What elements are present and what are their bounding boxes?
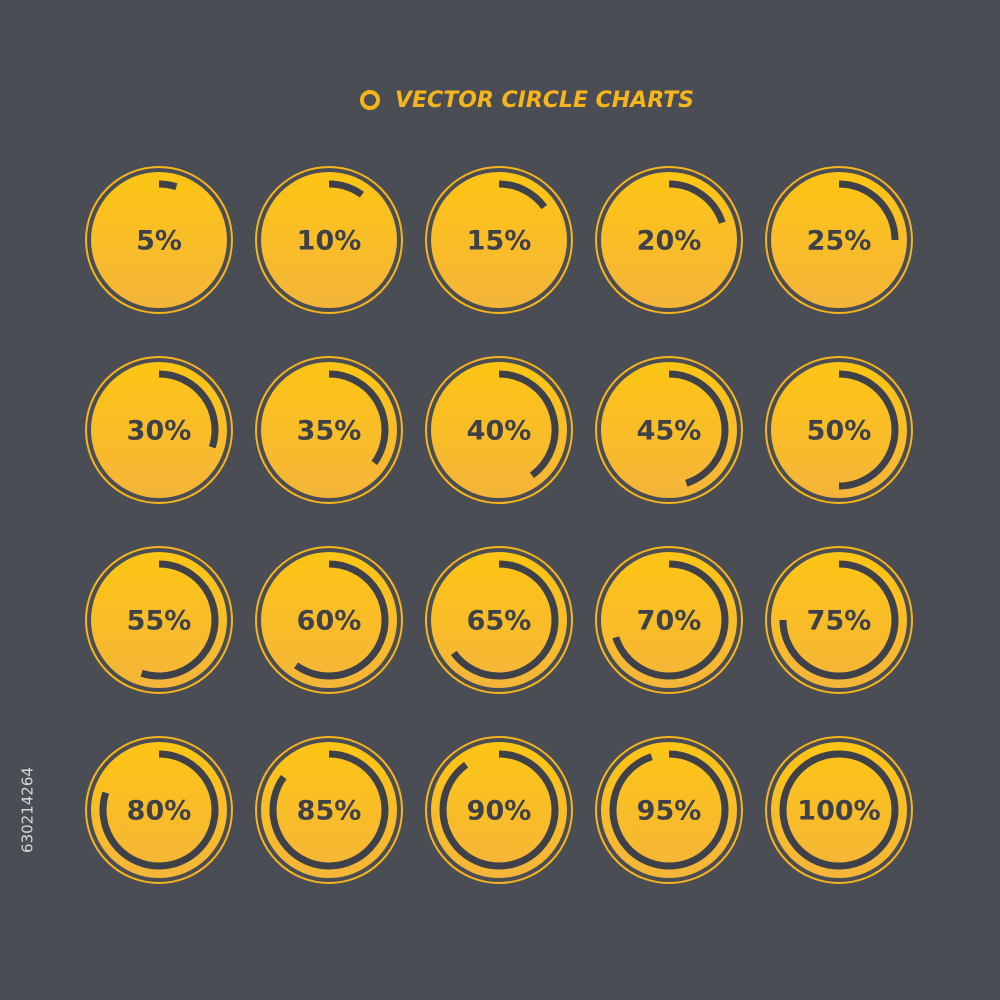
value-label: 45% <box>637 416 702 447</box>
ring-outline <box>85 356 233 504</box>
value-label: 65% <box>467 606 532 637</box>
stock-id: 630214264 <box>19 767 37 853</box>
ring-outline <box>255 736 403 884</box>
ring-outline <box>425 166 573 314</box>
progress-arc <box>609 750 729 870</box>
progress-arc <box>158 180 178 191</box>
progress-arc <box>450 560 559 680</box>
progress-arc <box>498 180 548 210</box>
ring-face <box>431 742 567 878</box>
ring-outline <box>85 546 233 694</box>
ring-face <box>91 172 227 308</box>
ring-outline <box>765 546 913 694</box>
ring-face <box>91 362 227 498</box>
ring-outline <box>255 546 403 694</box>
value-label: 10% <box>297 226 362 257</box>
value-label: 90% <box>467 796 532 827</box>
ring-outline <box>765 166 913 314</box>
progress-arc <box>328 370 389 465</box>
ring-outline <box>595 546 743 694</box>
value-label: 80% <box>127 796 192 827</box>
value-label: 95% <box>637 796 702 827</box>
ring-outline <box>85 166 233 314</box>
ring-face <box>261 172 397 308</box>
ring-outline <box>425 356 573 504</box>
ring-face <box>601 742 737 878</box>
ring-face <box>771 552 907 688</box>
ring-outline <box>425 546 573 694</box>
ring-face <box>261 552 397 688</box>
progress-arc <box>668 180 726 224</box>
value-label: 100% <box>797 796 880 827</box>
ring-outline <box>765 356 913 504</box>
ring-face <box>771 362 907 498</box>
ring-face <box>601 552 737 688</box>
progress-arc <box>838 370 899 490</box>
progress-arc <box>668 370 729 487</box>
ring-face <box>771 172 907 308</box>
ring-outline <box>85 736 233 884</box>
value-label: 25% <box>807 226 872 257</box>
value-label: 5% <box>136 226 182 257</box>
ring-outline <box>425 736 573 884</box>
title: VECTOR CIRCLE CHARTS <box>395 88 694 113</box>
value-label: 40% <box>467 416 532 447</box>
ring-face <box>261 742 397 878</box>
progress-arc <box>498 370 559 479</box>
progress-arc <box>612 560 729 680</box>
value-label: 60% <box>297 606 362 637</box>
progress-arc <box>779 560 899 680</box>
ring-outline <box>595 166 743 314</box>
ring-outline <box>595 356 743 504</box>
progress-arc <box>439 750 559 870</box>
ring-face <box>601 172 737 308</box>
ring-face <box>91 552 227 688</box>
value-label: 35% <box>297 416 362 447</box>
value-label: 85% <box>297 796 362 827</box>
ring-face <box>91 742 227 878</box>
progress-arc <box>99 750 219 870</box>
value-label: 70% <box>637 606 702 637</box>
ring-face <box>771 742 907 878</box>
title-icon <box>360 90 380 110</box>
progress-arc <box>140 560 219 680</box>
value-label: 55% <box>127 606 192 637</box>
value-label: 50% <box>807 416 872 447</box>
ring-face <box>261 362 397 498</box>
ring-outline <box>595 736 743 884</box>
ring-face <box>431 552 567 688</box>
ring-outline <box>255 166 403 314</box>
progress-arc <box>269 750 389 870</box>
ring-outline <box>765 736 913 884</box>
ring-outline <box>255 356 403 504</box>
ring-face <box>601 362 737 498</box>
progress-arc <box>838 180 899 241</box>
progress-arc <box>294 560 389 680</box>
progress-arc <box>158 370 219 449</box>
ring-face <box>431 362 567 498</box>
value-label: 15% <box>467 226 532 257</box>
progress-arc <box>328 180 364 198</box>
ring-face <box>431 172 567 308</box>
value-label: 30% <box>127 416 192 447</box>
value-label: 75% <box>807 606 872 637</box>
value-label: 20% <box>637 226 702 257</box>
progress-arc <box>779 750 899 870</box>
